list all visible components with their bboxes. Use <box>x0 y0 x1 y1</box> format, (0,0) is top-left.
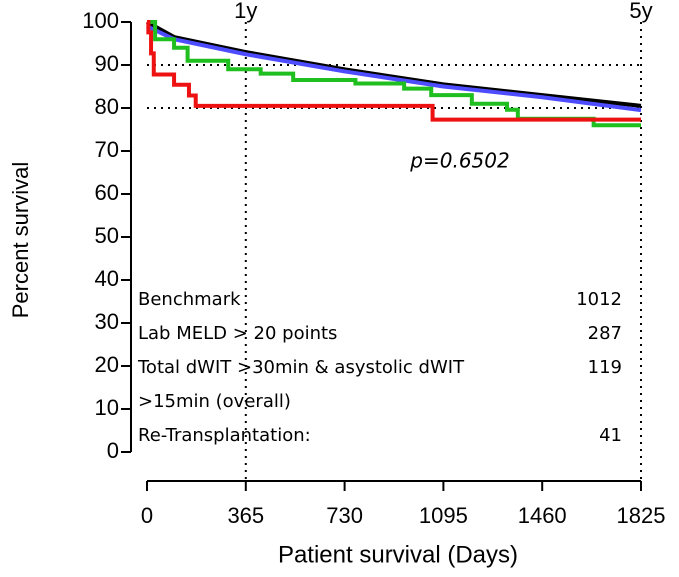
x-tick-label: 0 <box>141 503 153 528</box>
x-tick-label: 1460 <box>518 503 567 528</box>
legend-label: Lab MELD > 20 points <box>138 323 338 344</box>
legend: Benchmark 1012 Lab MELD > 20 points 287 Tota… <box>138 283 622 453</box>
y-tick-label: 60 <box>95 180 119 205</box>
legend-count: 119 <box>587 357 622 378</box>
y-tick-label: 50 <box>95 223 119 248</box>
legend-label: Total dWIT >30min & asystolic dWIT >15mi… <box>138 357 465 412</box>
y-axis-title: Percent survival <box>8 162 33 319</box>
x-tick-label: 1825 <box>617 503 666 528</box>
x-tick-label: 1095 <box>419 503 468 528</box>
survival-curve <box>146 20 642 108</box>
x-axis-title: Patient survival (Days) <box>278 541 518 568</box>
y-tick-label: 30 <box>95 309 119 334</box>
y-tick-label: 0 <box>107 438 119 463</box>
survival-curve <box>146 20 641 122</box>
legend-label: Benchmark <box>138 289 241 310</box>
y-tick-label: 70 <box>95 137 119 162</box>
reference-label: 1y <box>234 0 257 23</box>
legend-label: Re-Transplantation: <box>138 425 311 446</box>
y-tick-label: 90 <box>95 51 119 76</box>
survival-curve <box>147 20 641 128</box>
y-tick-label: 100 <box>82 8 119 33</box>
legend-count: 287 <box>587 323 622 344</box>
x-tick-label: 730 <box>326 503 363 528</box>
y-tick-label: 80 <box>95 94 119 119</box>
x-tick-label: 365 <box>227 503 264 528</box>
y-tick-label: 10 <box>95 395 119 420</box>
y-tick-label: 40 <box>95 266 119 291</box>
y-tick-label: 20 <box>95 352 119 377</box>
p-value: p=0.6502 <box>409 149 509 173</box>
reference-label: 5y <box>629 0 652 23</box>
legend-count: 1012 <box>576 289 622 310</box>
legend-count: 41 <box>599 425 622 446</box>
